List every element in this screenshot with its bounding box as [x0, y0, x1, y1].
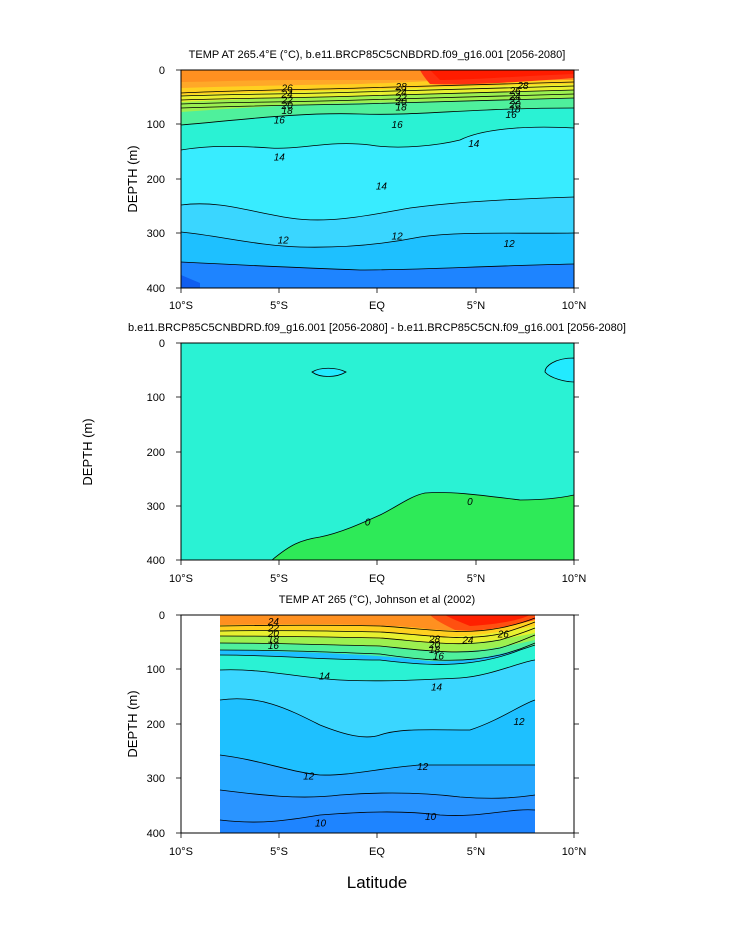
contour-label: 20 — [395, 97, 408, 108]
panel-3-xtick-5s: 5°S — [270, 846, 288, 858]
contour-label: 12 — [303, 771, 315, 782]
contour-label: 16 — [392, 120, 404, 131]
contour-label: 24 — [508, 92, 521, 103]
panel-2-fill — [181, 343, 574, 560]
panel-1: TEMP AT 265.4°E (°C), b.e11.BRCP85C5CNBD… — [125, 49, 586, 312]
panel-3-ytick-0: 0 — [159, 610, 165, 622]
contour-label: 20 — [267, 629, 280, 640]
contour-label: 24 — [267, 617, 280, 628]
panel-1-title: TEMP AT 265.4°E (°C), b.e11.BRCP85C5CNBD… — [189, 49, 566, 61]
contour-label: 28 — [395, 82, 408, 93]
panel-2-frame — [180, 342, 575, 561]
contour-label: 18 — [268, 635, 280, 646]
contour-label: 12 — [392, 232, 404, 243]
panel-3-xtick-5n: 5°N — [467, 846, 486, 858]
panel-2-xtick-10n: 10°N — [562, 573, 587, 585]
contour-label: 28 — [516, 81, 529, 92]
panel-1-xtick-eq: EQ — [369, 300, 385, 312]
panel-2: b.e11.BRCP85C5CNBDRD.f09_g16.001 [2056-2… — [80, 322, 626, 585]
panel-1-ytick-200: 200 — [147, 174, 165, 186]
contour-label: 20 — [281, 101, 294, 112]
panel-2-xtick-5n: 5°N — [467, 573, 486, 585]
contour-label: 16 — [506, 110, 518, 121]
contour-label: 0 — [365, 518, 371, 529]
panel-3-xtick-eq: EQ — [369, 846, 385, 858]
panel-3-xtick-10s: 10°S — [169, 846, 193, 858]
panel-3-ytick-100: 100 — [147, 664, 165, 676]
panel-2-ytick-200: 200 — [147, 447, 165, 459]
panel-3-fill — [219, 615, 536, 833]
panel-2-xtick-10s: 10°S — [169, 573, 193, 585]
contour-label: 14 — [319, 672, 331, 683]
panel-1-xtick-10s: 10°S — [169, 300, 193, 312]
panel-3-ytick-300: 300 — [147, 773, 165, 785]
contour-label: 24 — [461, 636, 474, 647]
panel-2-ylabel: DEPTH (m) — [80, 418, 95, 485]
panel-1-xtick-5n: 5°N — [467, 300, 486, 312]
contour-label: 14 — [431, 682, 443, 693]
panel-1-ytick-300: 300 — [147, 228, 165, 240]
panel-1-xtick-10n: 10°N — [562, 300, 587, 312]
contour-label: 22 — [267, 624, 280, 635]
panel-3-xtick-10n: 10°N — [562, 846, 587, 858]
panel-3-ytick-200: 200 — [147, 719, 165, 731]
contour-label: 26 — [508, 86, 521, 97]
contour-label: 14 — [376, 182, 388, 193]
panel-3-ytick-400: 400 — [147, 828, 165, 840]
panel-3: TEMP AT 265 (°C), Johnson et al (2002) — [125, 594, 586, 892]
contour-label: 18 — [429, 645, 441, 656]
panel-1-ytick-400: 400 — [147, 283, 165, 295]
contour-label: 22 — [281, 96, 294, 107]
panel-3-ticks — [176, 614, 579, 838]
panel-2-ytick-0: 0 — [159, 338, 165, 350]
contour-label: 24 — [281, 90, 294, 101]
panel-1-ticks — [176, 69, 579, 293]
contour-label: 14 — [274, 153, 286, 164]
panel-2-contour-labels: 00 — [365, 497, 473, 529]
contour-label: 12 — [513, 717, 525, 728]
contour-label: 24 — [395, 87, 408, 98]
contour-label: 12 — [504, 239, 516, 250]
contour-label: 16 — [433, 651, 445, 662]
contour-label: 20 — [508, 100, 521, 111]
contour-label: 12 — [278, 236, 290, 247]
panel-3-ylabel: DEPTH (m) — [125, 690, 140, 757]
panel-1-xtick-5s: 5°S — [270, 300, 288, 312]
panel-1-ytick-0: 0 — [159, 65, 165, 77]
contour-label: 12 — [417, 762, 429, 773]
contour-label: 22 — [395, 93, 408, 104]
contour-label: 18 — [509, 105, 521, 116]
contour-label: 10 — [425, 812, 437, 823]
panel-3-title: TEMP AT 265 (°C), Johnson et al (2002) — [279, 594, 475, 606]
contour-label: 22 — [508, 96, 521, 107]
contour-label: 0 — [467, 497, 473, 508]
contour-label: 20 — [428, 640, 441, 651]
panel-1-ylabel: DEPTH (m) — [125, 145, 140, 212]
panel-2-title: b.e11.BRCP85C5CNBDRD.f09_g16.001 [2056-2… — [128, 322, 626, 334]
panel-1-ytick-100: 100 — [147, 119, 165, 131]
panel-2-ytick-400: 400 — [147, 555, 165, 567]
panel-1-contour-labels: 2624222018162824222018162826242220181614… — [274, 81, 529, 250]
contour-label: 26 — [497, 630, 510, 641]
panel-1-fill — [181, 70, 574, 288]
panel-2-ytick-100: 100 — [147, 392, 165, 404]
contour-label: 26 — [281, 84, 294, 95]
contour-label: 16 — [268, 641, 280, 652]
panel-2-ytick-300: 300 — [147, 501, 165, 513]
panel-2-xtick-eq: EQ — [369, 573, 385, 585]
panel-2-ticks — [176, 342, 579, 565]
contour-label: 18 — [282, 106, 294, 117]
panel-2-xtick-5s: 5°S — [270, 573, 288, 585]
x-axis-label: Latitude — [347, 873, 408, 892]
contour-label: 16 — [274, 116, 286, 127]
contour-label: 14 — [468, 139, 480, 150]
contour-label: 18 — [396, 103, 408, 114]
contour-label: 10 — [315, 819, 327, 830]
contour-label: 28 — [428, 635, 441, 646]
